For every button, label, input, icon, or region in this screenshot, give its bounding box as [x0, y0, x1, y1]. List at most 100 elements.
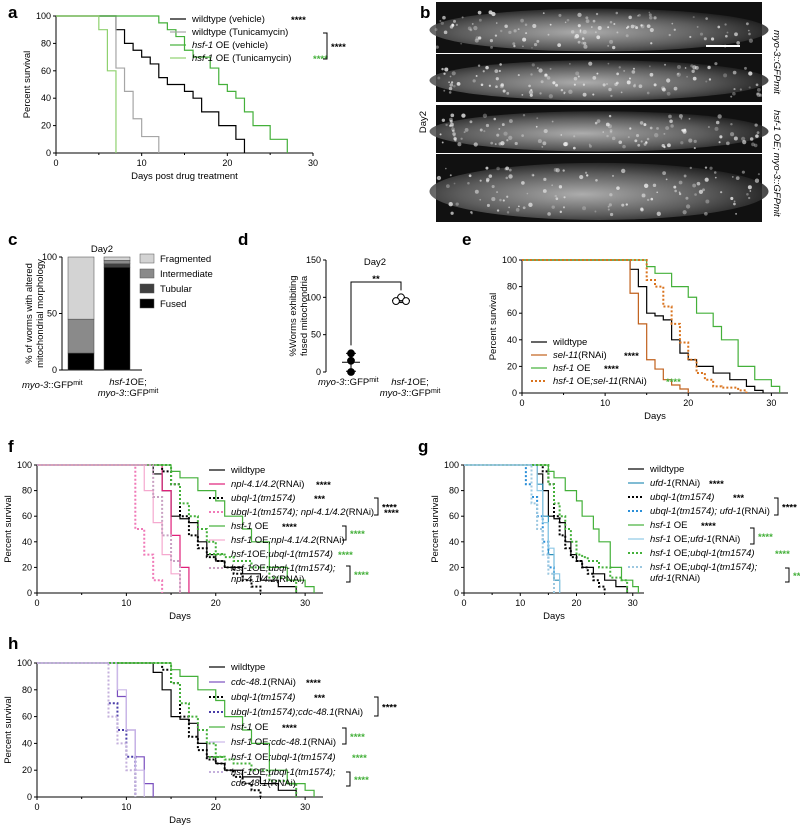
panel-letter-f: f: [8, 437, 14, 456]
y-tick-label: 0: [316, 367, 321, 377]
mitochondria-speck: [733, 200, 736, 203]
y-tick-label: 80: [22, 486, 32, 496]
mitochondria-speck: [611, 174, 615, 177]
mitochondria-speck: [626, 27, 628, 29]
legend-label: npl-4.1/4.2(RNAi): [231, 574, 304, 585]
mitochondria-speck: [551, 120, 554, 123]
mitochondria-speck: [714, 176, 717, 179]
panel-letter-a: a: [8, 3, 18, 22]
mitochondria-speck: [468, 174, 472, 178]
y-tick-label: 150: [306, 255, 321, 265]
bar-segment: [67, 256, 95, 320]
mitochondria-speck: [608, 114, 612, 118]
legend-label-part: OE: [574, 376, 590, 387]
legend-label: wildtype: [230, 662, 265, 673]
label-part: myo-3: [318, 377, 345, 388]
bracket: [342, 525, 347, 541]
mitochondria-speck: [453, 137, 457, 141]
mitochondria-speck: [607, 208, 610, 211]
mitochondria-speck: [618, 66, 621, 69]
mitochondria-speck: [537, 139, 542, 144]
chart-title: Day2: [91, 244, 113, 255]
mitochondria-speck: [506, 195, 509, 198]
legend-label-part: hsf-1: [553, 363, 574, 374]
mitochondria-speck: [724, 23, 727, 26]
y-axis-label-line2: mitochondrial morphology: [35, 259, 46, 368]
mitochondria-speck: [613, 22, 616, 26]
row-label-1: myo-3::GFPmit: [771, 30, 782, 94]
mitochondria-speck: [667, 143, 671, 148]
mitochondria-speck: [579, 29, 582, 32]
legend-label: hsf-1 OE: [231, 521, 269, 532]
y-axis-label-line1: %Worms exhibiting: [288, 275, 299, 356]
x-tick-label: 0: [34, 802, 39, 812]
mitochondria-speck: [562, 169, 565, 172]
mitochondria-speck: [505, 176, 509, 180]
mitochondria-speck: [596, 72, 599, 75]
mitochondria-speck: [646, 198, 650, 202]
label-part: hsf-1: [109, 377, 130, 388]
mitochondria-speck: [555, 197, 559, 201]
mitochondria-speck: [661, 143, 665, 148]
bar-segment: [103, 263, 131, 268]
mitochondria-speck: [607, 26, 610, 29]
mitochondria-speck: [456, 81, 461, 86]
legend-label-part: ;ubql-1(tm1574): [269, 752, 336, 763]
mitochondria-speck: [692, 76, 697, 81]
mitochondria-speck: [535, 125, 538, 128]
mitochondria-speck: [508, 168, 512, 172]
mitochondria-speck: [678, 192, 682, 196]
mitochondria-speck: [501, 123, 505, 126]
bracket-significance: ****: [782, 503, 797, 514]
mitochondria-speck: [607, 205, 610, 208]
series-line-1: [464, 464, 561, 593]
x-tick-label: 0: [53, 158, 58, 168]
panel-d-plot: 0 50 100 150 Day2 %Worms exhibiting fused mito…: [288, 255, 440, 399]
mitochondria-speck: [495, 77, 499, 81]
mitochondria-speck: [678, 180, 683, 185]
mitochondria-speck: [579, 174, 584, 180]
label-part: mit: [431, 388, 440, 395]
significance-marker: **: [372, 274, 380, 285]
mitochondria-speck: [756, 87, 761, 92]
legend-label-part: OE: [252, 563, 266, 574]
mitochondria-speck: [625, 34, 629, 38]
mitochondria-speck: [609, 20, 613, 24]
mitochondria-speck: [677, 72, 680, 75]
label-part: myo-3: [380, 388, 407, 399]
mitochondria-speck: [638, 84, 643, 89]
mitochondria-speck: [748, 38, 754, 43]
legend-label: hsf-1 OE;npl-4.1/4.2(RNAi): [231, 535, 345, 546]
mitochondria-speck: [555, 83, 558, 87]
mitochondria-speck: [504, 24, 508, 29]
mitochondria-speck: [704, 211, 708, 216]
mitochondria-speck: [452, 129, 455, 133]
mitochondria-speck: [491, 197, 496, 202]
legend-label-part: hsf-1: [650, 548, 671, 559]
legend-label-part: ubql-1(tm1574): [231, 493, 295, 504]
mitochondria-speck: [543, 73, 548, 78]
series-line-5: [37, 464, 181, 593]
significance-marker: ****: [291, 15, 306, 26]
mitochondria-speck: [568, 89, 573, 95]
series-line-3: [56, 15, 117, 153]
mitochondria-speck: [709, 166, 713, 170]
mitochondria-speck: [528, 84, 531, 88]
mitochondria-speck: [733, 202, 736, 206]
legend-label-part: ubql-1(tm1574): [650, 492, 714, 503]
legend-label-part: OE: [574, 363, 590, 374]
mitochondria-speck: [434, 28, 438, 32]
series-line-6: [37, 464, 298, 593]
y-tick-label: 80: [507, 282, 517, 292]
mitochondria-speck: [536, 117, 539, 120]
legend-label-part: wildtype: [191, 27, 226, 38]
mitochondria-speck: [437, 76, 441, 80]
mitochondria-speck: [488, 10, 493, 15]
y-tick-label: 50: [311, 330, 321, 340]
mitochondria-speck: [704, 166, 708, 169]
y-tick-label: 0: [52, 365, 57, 375]
label-part: ::GFP: [406, 388, 431, 399]
y-tick-label: 40: [22, 537, 32, 547]
y-tick-label: 80: [22, 685, 32, 695]
mitochondria-speck: [513, 29, 517, 33]
